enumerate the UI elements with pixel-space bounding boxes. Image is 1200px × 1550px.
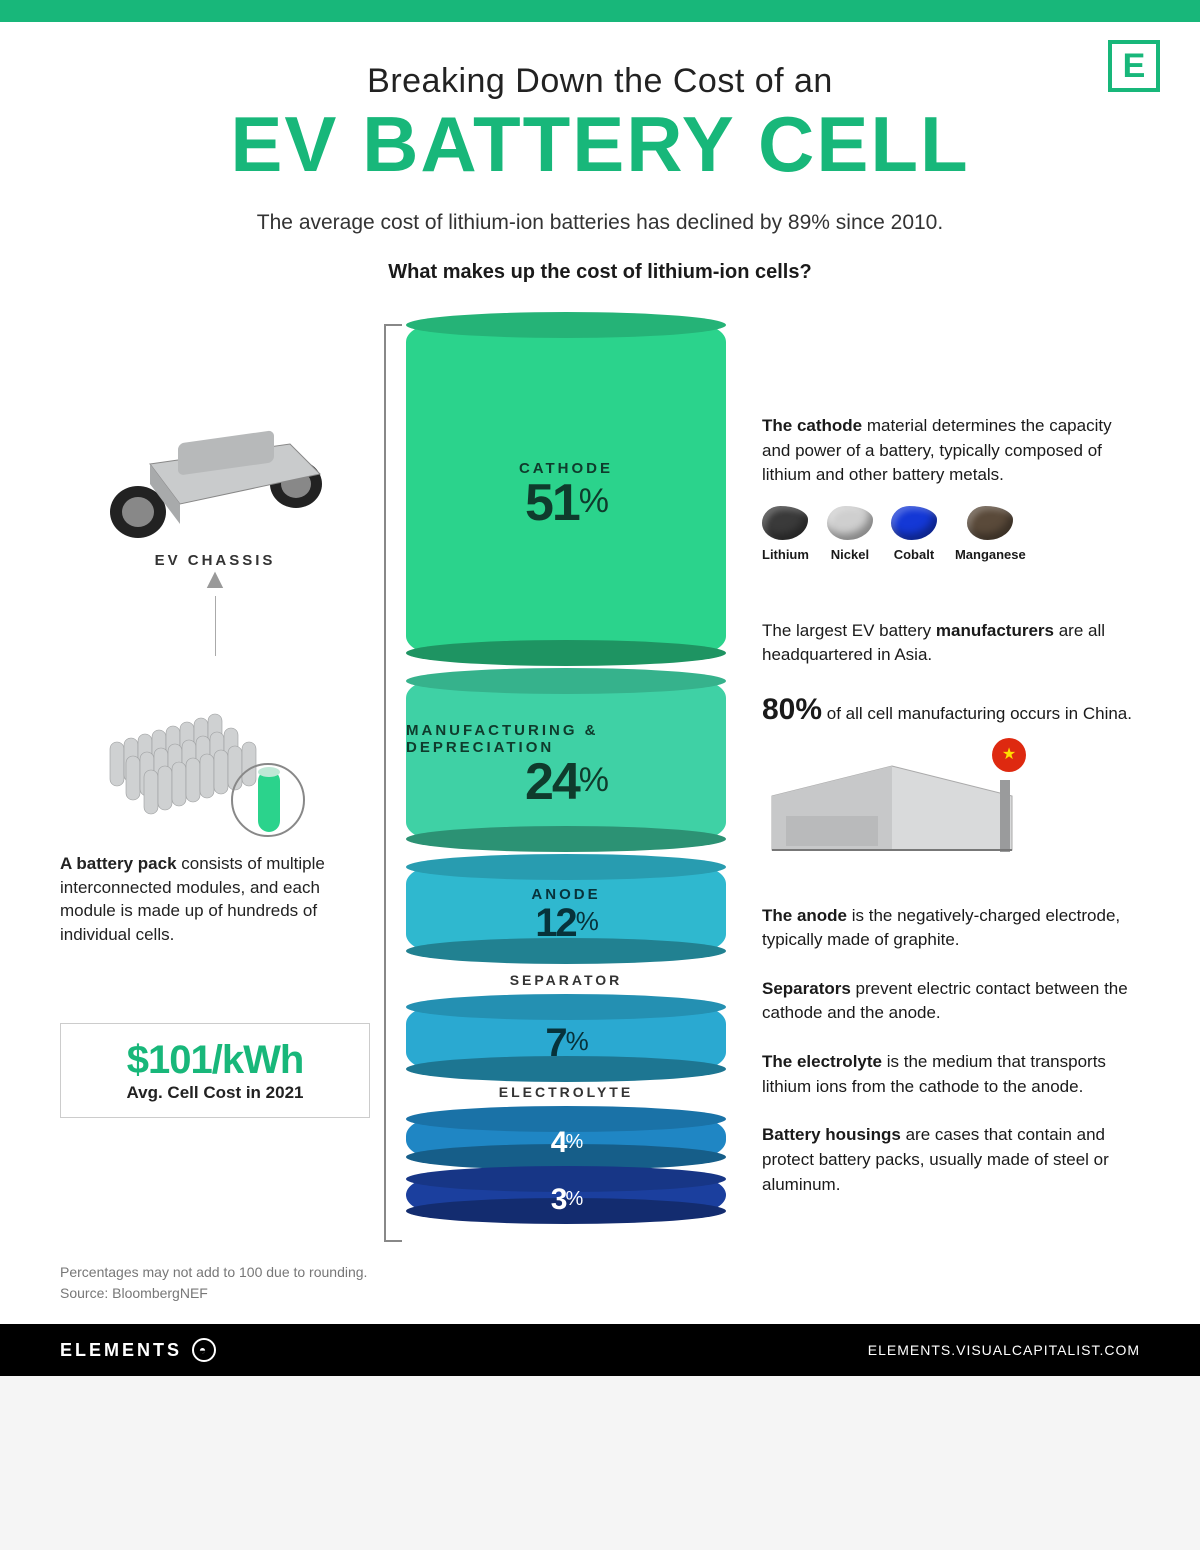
pack-caption: A battery pack consists of multiple inte… bbox=[60, 852, 370, 947]
segment-pct: 3% bbox=[551, 1185, 581, 1215]
segment-label-above: SEPARATOR bbox=[406, 972, 726, 988]
segment-separator: 7% bbox=[406, 1006, 726, 1070]
ev-chassis-icon bbox=[90, 424, 340, 544]
kicker: Breaking Down the Cost of an bbox=[60, 62, 1140, 101]
bracket-line bbox=[384, 324, 402, 1242]
segment-manufacturing-depreciation: MANUFACTURING & DEPRECIATION24% bbox=[406, 680, 726, 840]
arrow-up-icon: ▲ bbox=[201, 571, 229, 588]
page: E Breaking Down the Cost of an EV BATTER… bbox=[0, 22, 1200, 1324]
segment-pct: 51% bbox=[525, 477, 607, 529]
mfg-80: 80% of all cell manufacturing occurs in … bbox=[762, 688, 1140, 732]
subhead: What makes up the cost of lithium-ion ce… bbox=[60, 261, 1140, 284]
cathode-note: The cathode material determines the capa… bbox=[762, 414, 1140, 565]
materials-row: Lithium Nickel Cobalt Manganese bbox=[762, 506, 1140, 565]
segment-cathode: CATHODE51% bbox=[406, 324, 726, 654]
pack-caption-bold: A battery pack bbox=[60, 854, 177, 873]
material-lithium: Lithium bbox=[762, 506, 809, 565]
material-nickel: Nickel bbox=[827, 506, 873, 565]
electrolyte-note: The electrolyte is the medium that trans… bbox=[762, 1050, 1140, 1099]
china-flag-icon: ★ bbox=[992, 738, 1026, 772]
left-column: EV CHASSIS ▲ bbox=[60, 324, 370, 1118]
footer-url: ELEMENTS.VISUALCAPITALIST.COM bbox=[868, 1342, 1140, 1358]
battery-pack-icon bbox=[90, 692, 340, 842]
elec-bold: The electrolyte bbox=[762, 1052, 882, 1071]
material-rock-icon bbox=[827, 506, 873, 540]
segment-pct: 4% bbox=[551, 1128, 581, 1158]
right-column: The cathode material determines the capa… bbox=[762, 324, 1140, 1197]
cost-caption: Avg. Cell Cost in 2021 bbox=[83, 1083, 347, 1103]
sep-bold: Separators bbox=[762, 979, 851, 998]
footnote-2: Source: BloombergNEF bbox=[60, 1283, 1140, 1304]
material-label: Lithium bbox=[762, 546, 809, 565]
segment-housing: 3% bbox=[406, 1178, 726, 1212]
battery-column: CATHODE51% MANUFACTURING & DEPRECIATION24… bbox=[406, 324, 726, 1232]
factory-illustration: ★ bbox=[762, 746, 1022, 856]
segment-name: MANUFACTURING & DEPRECIATION bbox=[406, 722, 726, 756]
lede: The average cost of lithium-ion batterie… bbox=[60, 211, 1140, 235]
segment-electrolyte: 4% bbox=[406, 1118, 726, 1158]
segment-anode: ANODE12% bbox=[406, 866, 726, 952]
main-grid: EV CHASSIS ▲ bbox=[60, 324, 1140, 1232]
mfg-80-rest: of all cell manufacturing occurs in Chin… bbox=[822, 704, 1132, 723]
material-rock-icon bbox=[891, 506, 937, 540]
material-label: Nickel bbox=[831, 546, 869, 565]
mfg-80-big: 80% bbox=[762, 693, 822, 726]
material-rock-icon bbox=[967, 506, 1013, 540]
footer-logo-icon: ◓ bbox=[192, 1338, 216, 1362]
brand-glyph: E bbox=[1123, 47, 1146, 86]
segment-pct: 12% bbox=[535, 903, 597, 943]
page-title: EV BATTERY CELL bbox=[60, 105, 1140, 183]
manufacturing-note: The largest EV battery manufacturers are… bbox=[762, 619, 1140, 856]
material-rock-icon bbox=[762, 506, 808, 540]
chassis-block: EV CHASSIS ▲ bbox=[60, 424, 370, 656]
material-manganese: Manganese bbox=[955, 506, 1026, 565]
battery-pack-block: A battery pack consists of multiple inte… bbox=[60, 692, 370, 947]
separator-note: Separators prevent electric contact betw… bbox=[762, 977, 1140, 1026]
factory-icon bbox=[762, 746, 1022, 856]
footnote-1: Percentages may not add to 100 due to ro… bbox=[60, 1262, 1140, 1283]
material-label: Manganese bbox=[955, 546, 1026, 565]
mfg-line1: The largest EV battery bbox=[762, 621, 936, 640]
brand-logo-top: E bbox=[1108, 40, 1160, 92]
footer-brand: ELEMENTS bbox=[60, 1340, 182, 1361]
segment-pct: 24% bbox=[525, 756, 607, 808]
segment-label-above: ELECTROLYTE bbox=[406, 1084, 726, 1100]
segment-pct: 7% bbox=[545, 1023, 586, 1063]
material-label: Cobalt bbox=[894, 546, 934, 565]
mfg-bold: manufacturers bbox=[936, 621, 1054, 640]
anode-bold: The anode bbox=[762, 906, 847, 925]
footer-bar: ELEMENTS ◓ ELEMENTS.VISUALCAPITALIST.COM bbox=[0, 1324, 1200, 1376]
housing-note: Battery housings are cases that contain … bbox=[762, 1123, 1140, 1197]
cost-card: $101/kWh Avg. Cell Cost in 2021 bbox=[60, 1023, 370, 1118]
segments-host: CATHODE51% MANUFACTURING & DEPRECIATION24… bbox=[406, 324, 726, 1212]
anode-note: The anode is the negatively-charged elec… bbox=[762, 904, 1140, 953]
cost-price: $101/kWh bbox=[83, 1038, 347, 1083]
connector-line bbox=[215, 596, 216, 656]
footer-logo: ELEMENTS ◓ bbox=[60, 1338, 216, 1362]
footnotes: Percentages may not add to 100 due to ro… bbox=[60, 1262, 1140, 1304]
cathode-bold: The cathode bbox=[762, 416, 862, 435]
house-bold: Battery housings bbox=[762, 1125, 901, 1144]
material-cobalt: Cobalt bbox=[891, 506, 937, 565]
segment-name: ANODE bbox=[531, 886, 600, 903]
top-accent-bar bbox=[0, 0, 1200, 22]
